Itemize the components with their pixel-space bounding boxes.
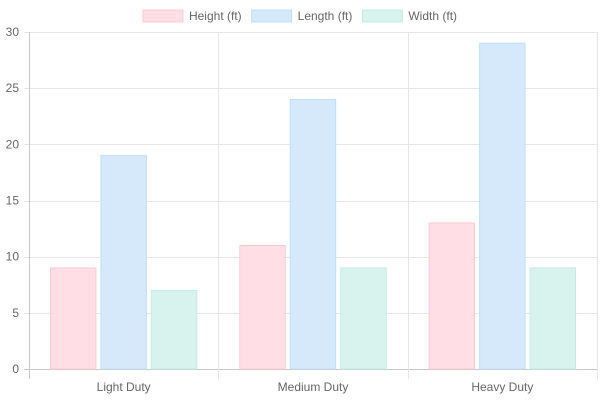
y-tick-label: 25 bbox=[6, 81, 20, 95]
bar-height[interactable] bbox=[239, 244, 286, 370]
y-tick-label: 20 bbox=[6, 137, 20, 151]
x-tick-label: Light Duty bbox=[97, 380, 151, 394]
y-tick-label: 10 bbox=[6, 250, 20, 264]
legend: Height (ft) Length (ft) Width (ft) bbox=[142, 9, 457, 23]
y-tick-label: 15 bbox=[6, 194, 20, 208]
y-tick-label: 5 bbox=[12, 306, 19, 320]
x-tick-label: Heavy Duty bbox=[471, 380, 533, 394]
legend-swatch bbox=[251, 9, 293, 23]
bar-height[interactable] bbox=[49, 267, 97, 370]
y-tick-label: 30 bbox=[6, 25, 20, 39]
legend-item[interactable]: Height (ft) bbox=[142, 9, 242, 23]
bars bbox=[49, 42, 577, 370]
legend-item[interactable]: Width (ft) bbox=[361, 9, 457, 23]
bar-length[interactable] bbox=[479, 42, 526, 370]
legend-item[interactable]: Length (ft) bbox=[251, 9, 353, 23]
bar-width[interactable] bbox=[150, 289, 198, 370]
x-axis: Light Duty Medium Duty Heavy Duty bbox=[97, 380, 534, 394]
legend-swatch bbox=[142, 9, 184, 23]
legend-swatch bbox=[361, 9, 403, 23]
legend-label: Width (ft) bbox=[408, 9, 457, 23]
bar-height[interactable] bbox=[428, 222, 476, 370]
legend-label: Height (ft) bbox=[189, 9, 242, 23]
bar-length[interactable] bbox=[289, 98, 337, 370]
bar-length[interactable] bbox=[100, 155, 147, 370]
y-axis: 0 5 10 15 20 25 30 bbox=[6, 25, 20, 376]
y-tick-label: 0 bbox=[12, 362, 19, 376]
bar-width[interactable] bbox=[529, 267, 577, 370]
legend-label: Length (ft) bbox=[298, 9, 353, 23]
bar-width[interactable] bbox=[340, 267, 387, 370]
x-tick-label: Medium Duty bbox=[278, 380, 349, 394]
